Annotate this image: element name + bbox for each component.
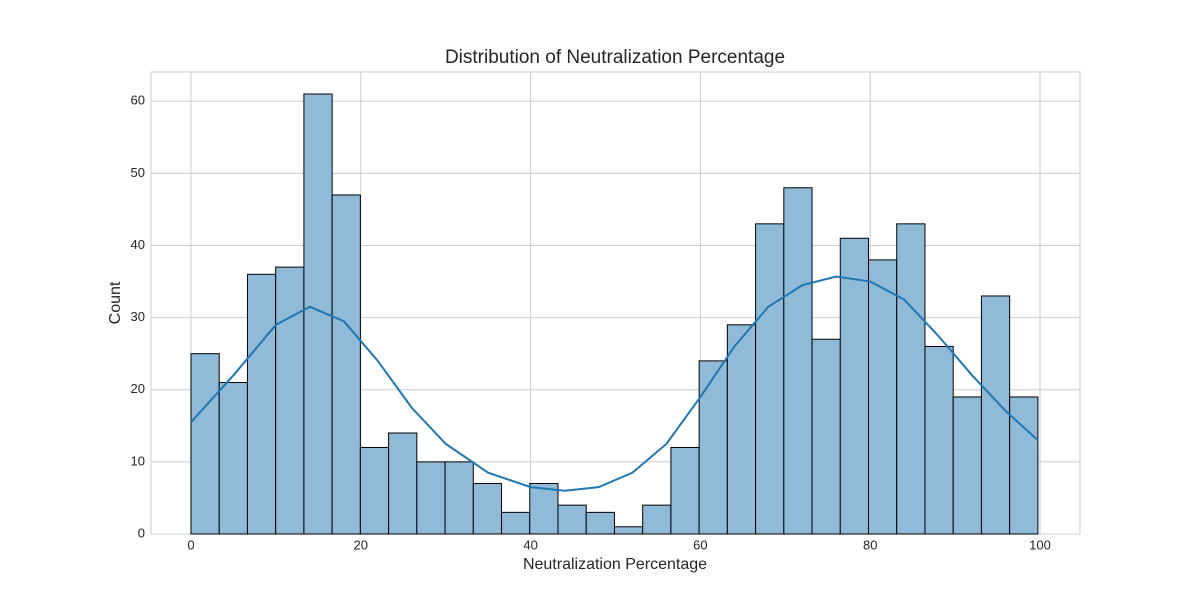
bar [246, 273, 277, 535]
bar [980, 295, 1011, 535]
bar [557, 504, 587, 535]
bar [190, 353, 220, 535]
bar [839, 237, 870, 535]
y-tick-label: 20 [131, 381, 145, 396]
bar [783, 187, 813, 535]
bar [501, 511, 531, 535]
bar [924, 345, 954, 535]
bar [896, 223, 926, 535]
bar [444, 461, 474, 535]
bar [275, 266, 305, 535]
x-axis-label: Neutralization Percentage [523, 556, 707, 573]
chart-title: Distribution of Neutralization Percentag… [445, 47, 785, 68]
bar [585, 511, 615, 535]
y-tick-label: 50 [131, 165, 145, 180]
kde-line [190, 275, 1039, 492]
bar [670, 446, 700, 535]
bar [642, 504, 672, 535]
x-tick-label: 60 [693, 537, 707, 552]
bar [952, 396, 982, 535]
x-tick-label: 100 [1029, 537, 1051, 552]
bar [755, 223, 785, 535]
y-tick-label: 10 [131, 453, 145, 468]
y-tick-label: 30 [131, 309, 145, 324]
bar [613, 526, 644, 535]
bar [359, 446, 390, 535]
y-axis-label: Count [107, 281, 124, 324]
bar [218, 382, 248, 535]
x-tick-label: 40 [523, 537, 537, 552]
bar [811, 338, 841, 535]
bar [698, 360, 728, 535]
bar [388, 432, 418, 535]
y-tick-label: 40 [131, 237, 145, 252]
bar [416, 461, 446, 535]
x-tick-label: 80 [863, 537, 877, 552]
y-tick-label: 0 [138, 525, 145, 540]
x-tick-label: 0 [187, 537, 194, 552]
bar [726, 324, 757, 535]
bar [868, 259, 898, 535]
bar [472, 483, 503, 535]
y-tick-label: 60 [131, 93, 145, 108]
bar [529, 483, 559, 535]
bar [331, 194, 361, 535]
x-tick-label: 20 [354, 537, 368, 552]
